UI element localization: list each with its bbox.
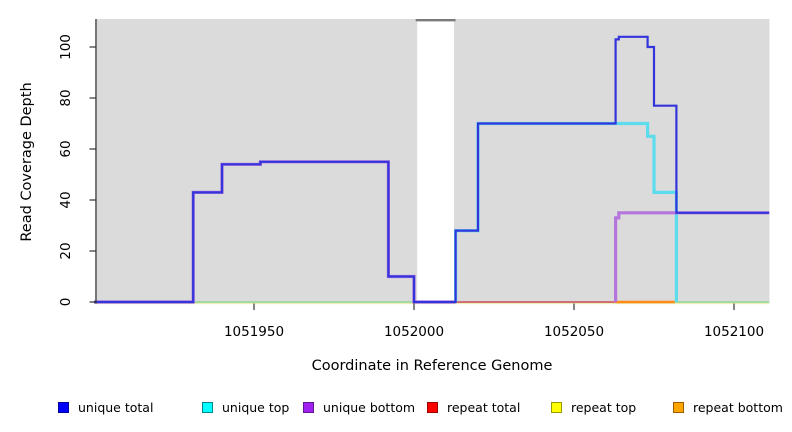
y-tick-label: 80 <box>58 89 74 107</box>
x-tick-label: 1052000 <box>383 324 445 340</box>
y-tick-label: 60 <box>58 140 74 158</box>
x-tick-label: 1051950 <box>223 324 285 340</box>
legend-item: repeat total <box>427 400 520 415</box>
legend-swatch-unique-top-icon <box>202 402 213 413</box>
y-tick-label: 0 <box>58 297 74 307</box>
legend-item: repeat bottom <box>673 400 783 415</box>
x-axis-title: Coordinate in Reference Genome <box>311 358 553 374</box>
legend-label: repeat top <box>571 400 637 415</box>
legend-label: repeat bottom <box>693 400 783 415</box>
legend-label: unique top <box>222 400 290 415</box>
series-unique-total <box>94 35 770 304</box>
legend-swatch-unique-bottom-icon <box>303 402 314 413</box>
legend-item: unique top <box>202 400 289 415</box>
legend-swatch-repeat-top-icon <box>551 402 562 413</box>
y-tick-label: 20 <box>58 242 74 260</box>
series-unique-bottom-right- <box>613 211 770 302</box>
y-axis-title: Read Coverage Depth <box>19 82 35 242</box>
y-tick-label: 40 <box>58 191 74 209</box>
y-tick-label: 100 <box>58 34 74 60</box>
legend-swatch-repeat-total-icon <box>427 402 438 413</box>
legend-item: repeat top <box>551 400 636 415</box>
legend-label: unique bottom <box>323 400 416 415</box>
legend-label: unique total <box>78 400 154 415</box>
x-tick-label: 1052100 <box>703 324 765 340</box>
x-tick-label: 1052050 <box>543 324 605 340</box>
legend-item: unique bottom <box>303 400 415 415</box>
legend-swatch-repeat-bottom-icon <box>673 402 684 413</box>
reference-gap-region <box>417 19 454 303</box>
legend-label: repeat total <box>447 400 521 415</box>
legend-swatch-unique-total-icon <box>58 402 69 413</box>
legend-item: unique total <box>58 400 153 415</box>
